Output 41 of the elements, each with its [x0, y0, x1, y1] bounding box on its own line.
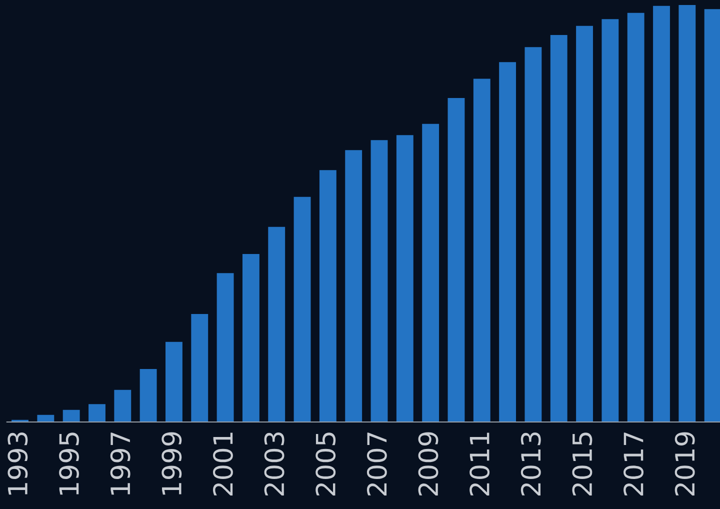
bar	[473, 78, 490, 422]
bar	[448, 98, 465, 422]
x-tick-label: 2011	[470, 432, 490, 496]
bar	[114, 390, 132, 422]
bar	[370, 140, 388, 422]
x-tick-label: 2003	[264, 432, 284, 496]
x-tick-label: 1997	[110, 432, 130, 495]
bar	[294, 196, 311, 422]
x-tick-label: 2019	[674, 432, 695, 496]
bar	[550, 35, 568, 422]
bar	[62, 410, 80, 422]
bar	[678, 5, 696, 422]
bar	[216, 273, 234, 422]
bar	[242, 254, 260, 422]
bar	[140, 369, 157, 422]
bar	[627, 12, 644, 422]
x-tick-label: 1995	[59, 432, 79, 495]
bar	[37, 414, 54, 422]
x-tick-label: 1999	[162, 432, 182, 495]
x-tick-label: 1993	[8, 432, 28, 495]
bar	[499, 62, 516, 422]
bar	[704, 9, 720, 422]
bar	[576, 26, 593, 422]
x-tick-label: 2017	[624, 432, 644, 496]
bar	[345, 150, 362, 422]
bar	[602, 19, 619, 422]
bar	[88, 404, 106, 422]
bar	[524, 47, 542, 422]
bar	[191, 314, 208, 422]
bar	[166, 342, 182, 422]
bar	[422, 124, 440, 422]
x-tick-label: 2001	[212, 432, 233, 496]
x-tick-label: 2007	[366, 432, 387, 496]
x-tick-label: 2009	[418, 432, 438, 496]
bar	[319, 170, 336, 422]
x-tick-label: 2015	[572, 432, 592, 496]
bar	[268, 226, 286, 422]
x-tick-label: 2005	[316, 432, 336, 496]
x-tick-label: 2013	[520, 432, 541, 496]
bar	[653, 6, 670, 422]
bar	[396, 135, 414, 422]
